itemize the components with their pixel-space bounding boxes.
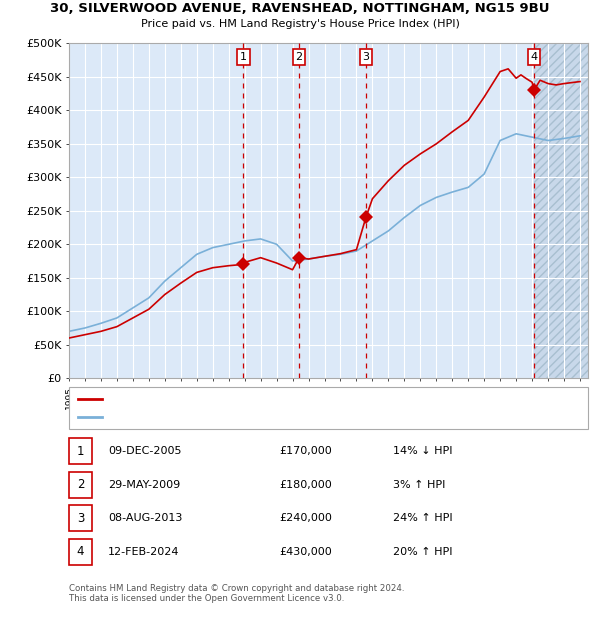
- Text: 4: 4: [77, 545, 84, 558]
- Bar: [534, 43, 588, 378]
- Text: Price paid vs. HM Land Registry's House Price Index (HPI): Price paid vs. HM Land Registry's House …: [140, 19, 460, 29]
- Text: 14% ↓ HPI: 14% ↓ HPI: [393, 446, 452, 456]
- Bar: [534, 43, 588, 378]
- Text: 30, SILVERWOOD AVENUE, RAVENSHEAD, NOTTINGHAM, NG15 9BU: 30, SILVERWOOD AVENUE, RAVENSHEAD, NOTTI…: [50, 2, 550, 15]
- Text: 20% ↑ HPI: 20% ↑ HPI: [393, 547, 452, 557]
- Text: 1: 1: [240, 52, 247, 62]
- Text: £240,000: £240,000: [279, 513, 332, 523]
- Text: 24% ↑ HPI: 24% ↑ HPI: [393, 513, 452, 523]
- Text: £170,000: £170,000: [279, 446, 332, 456]
- Text: £180,000: £180,000: [279, 480, 332, 490]
- Text: HPI: Average price, detached house, Gedling: HPI: Average price, detached house, Gedl…: [108, 413, 311, 422]
- Text: 3: 3: [77, 512, 84, 525]
- Text: 08-AUG-2013: 08-AUG-2013: [108, 513, 182, 523]
- Text: 4: 4: [530, 52, 538, 62]
- Text: 2: 2: [77, 478, 84, 491]
- Text: 09-DEC-2005: 09-DEC-2005: [108, 446, 182, 456]
- Text: 1: 1: [77, 445, 84, 458]
- Text: £430,000: £430,000: [279, 547, 332, 557]
- Text: 30, SILVERWOOD AVENUE, RAVENSHEAD, NOTTINGHAM, NG15 9BU (detached house): 30, SILVERWOOD AVENUE, RAVENSHEAD, NOTTI…: [108, 394, 492, 403]
- Text: 2: 2: [296, 52, 302, 62]
- Text: 12-FEB-2024: 12-FEB-2024: [108, 547, 179, 557]
- Text: Contains HM Land Registry data © Crown copyright and database right 2024.
This d: Contains HM Land Registry data © Crown c…: [69, 584, 404, 603]
- Text: 3: 3: [362, 52, 370, 62]
- Text: 3% ↑ HPI: 3% ↑ HPI: [393, 480, 445, 490]
- Text: 29-MAY-2009: 29-MAY-2009: [108, 480, 180, 490]
